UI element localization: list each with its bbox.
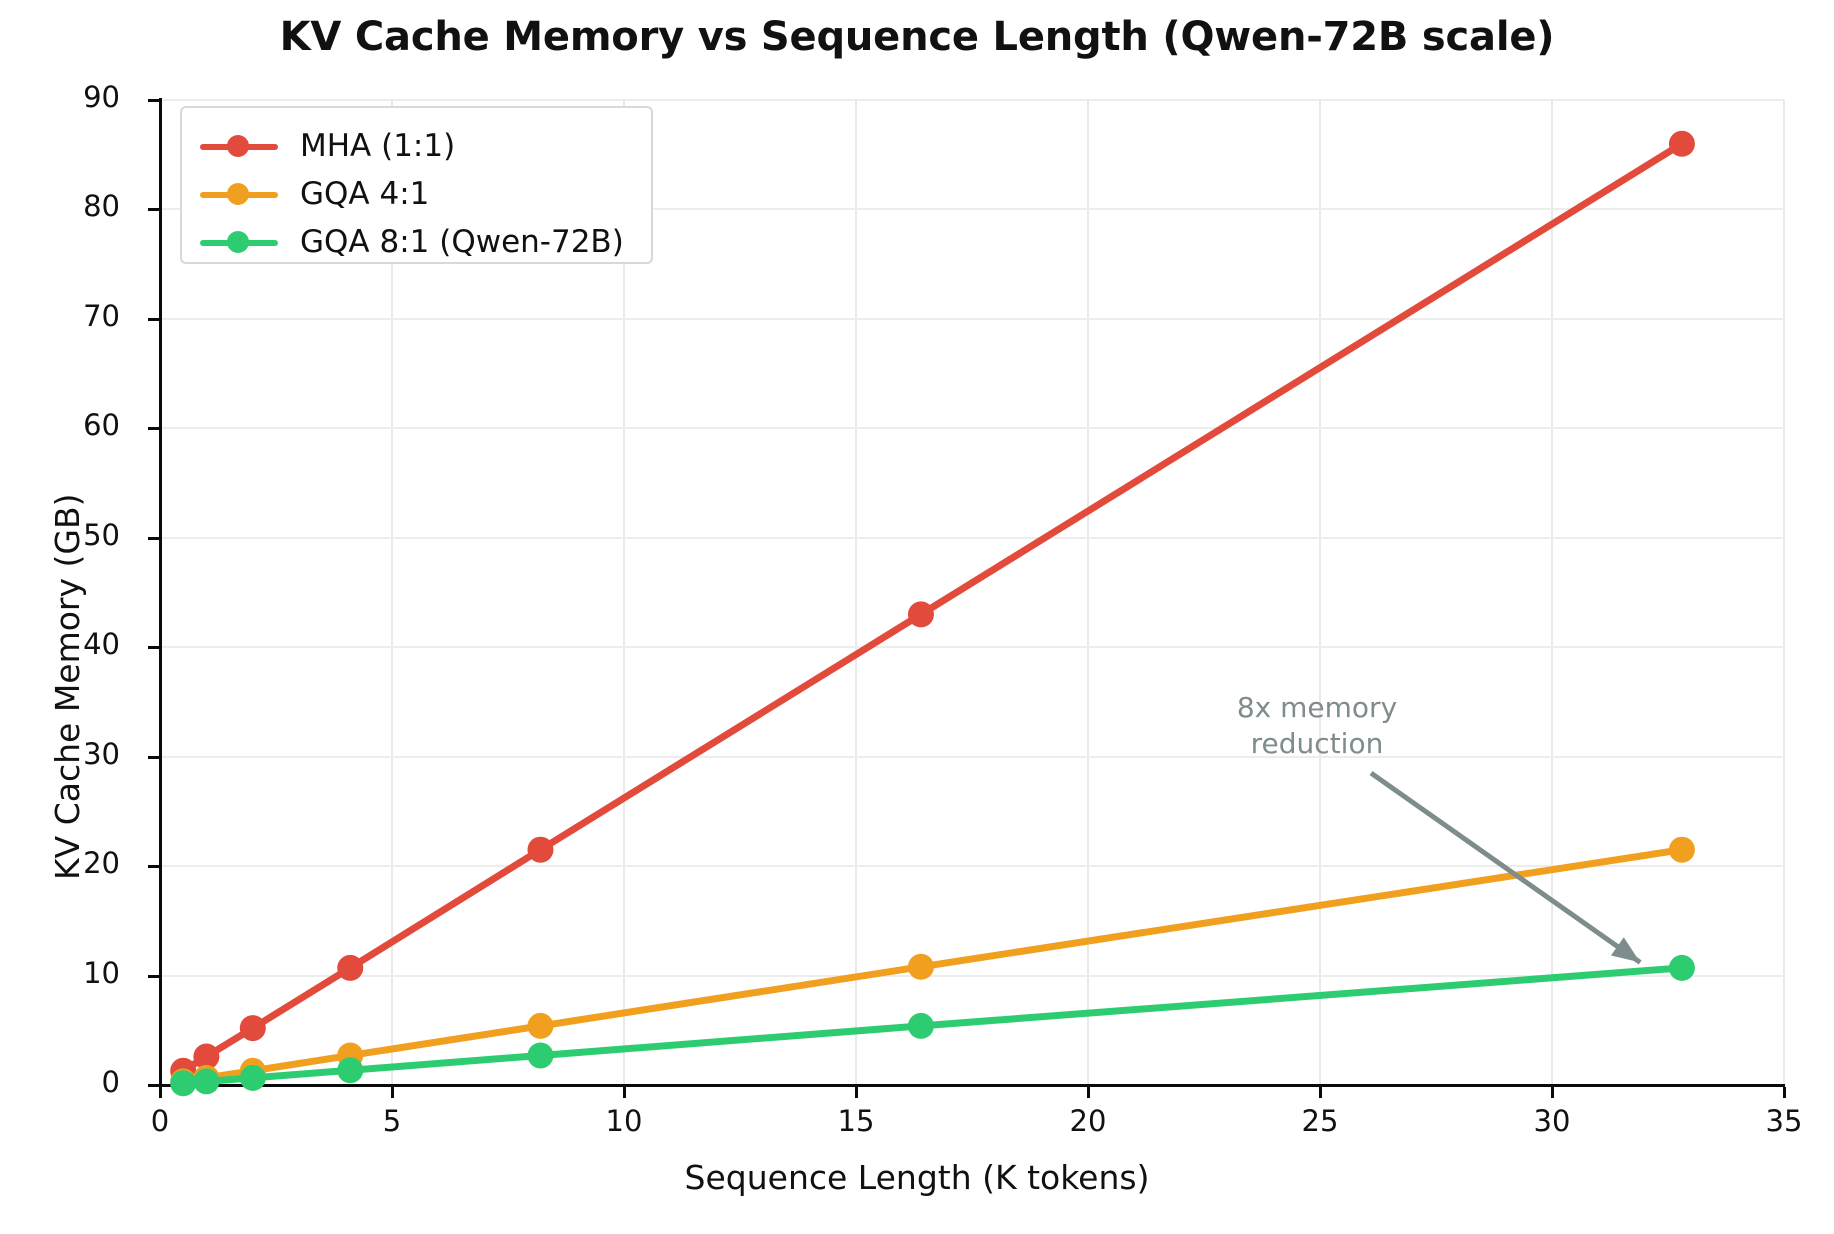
y-tick-label: 80: [83, 189, 120, 224]
gridline-horizontal: [160, 317, 1784, 320]
legend-item-2[interactable]: GQA 4:1: [200, 172, 633, 216]
y-tick-mark: [148, 865, 159, 869]
x-tick-label: 10: [605, 1104, 643, 1138]
y-tick-mark: [148, 755, 159, 759]
x-tick-mark: [391, 1087, 394, 1098]
legend-swatch-icon: [200, 135, 278, 157]
data-point-marker: [193, 1068, 220, 1095]
gridline-horizontal: [160, 646, 1784, 649]
x-tick-mark: [1551, 1087, 1554, 1098]
gridline-vertical: [1087, 100, 1089, 1085]
y-tick-label: 40: [83, 627, 120, 662]
gridline-vertical: [623, 100, 625, 1085]
y-axis-title: KV Cache Memory (GB): [48, 493, 87, 880]
legend-item-1[interactable]: MHA (1:1): [200, 124, 633, 168]
x-tick-mark: [159, 1087, 162, 1098]
x-tick-label: 15: [837, 1104, 875, 1138]
y-tick-label: 50: [83, 517, 120, 552]
x-tick-label: 20: [1069, 1104, 1107, 1138]
data-point-marker: [193, 1043, 220, 1070]
gridline-vertical: [391, 100, 393, 1085]
y-tick-label: 0: [101, 1065, 120, 1099]
y-tick-mark: [148, 427, 159, 431]
gridline-vertical: [1783, 100, 1785, 1085]
legend-label: MHA (1:1): [300, 128, 456, 164]
annotation-8x-memory-reduction: 8x memory reduction: [1192, 690, 1442, 762]
series-line: [179, 140, 1686, 1075]
data-point-marker: [337, 1057, 364, 1084]
gridline-horizontal: [160, 208, 1784, 211]
gridline-horizontal: [160, 974, 1784, 977]
series-1: [170, 130, 1695, 1084]
gridline-horizontal: [160, 865, 1784, 868]
data-point-marker: [1668, 130, 1695, 157]
gridline-vertical: [1551, 100, 1553, 1085]
x-tick-mark: [1783, 1087, 1786, 1098]
y-tick-mark: [148, 99, 159, 102]
x-tick-label: 5: [382, 1104, 402, 1138]
data-point-marker: [239, 1015, 266, 1042]
x-tick-mark: [1087, 1087, 1090, 1098]
y-tick-label: 10: [83, 955, 120, 990]
data-point-marker: [527, 1042, 554, 1069]
chart-title: KV Cache Memory vs Sequence Length (Qwen…: [279, 14, 1555, 60]
annotation-arrow-line: [1369, 771, 1642, 965]
legend-dot-icon: [227, 231, 249, 253]
data-point-marker: [527, 1012, 554, 1039]
x-tick-label: 35: [1765, 1104, 1803, 1138]
y-axis-line: [159, 98, 162, 1087]
x-axis-line: [159, 1084, 1785, 1087]
data-point-marker: [1668, 836, 1695, 863]
y-tick-mark: [148, 1084, 159, 1087]
x-tick-label: 30: [1533, 1104, 1571, 1138]
gridline-vertical: [855, 100, 857, 1085]
legend-label: GQA 8:1 (Qwen-72B): [300, 224, 624, 260]
y-tick-label: 90: [83, 80, 120, 114]
annotation-arrow-head: [1610, 937, 1641, 963]
legend-swatch-icon: [200, 183, 278, 205]
gridline-horizontal: [160, 536, 1784, 539]
legend-item-3[interactable]: GQA 8:1 (Qwen-72B): [200, 220, 633, 264]
gridline-vertical: [1319, 100, 1321, 1085]
x-axis-title: Sequence Length (K tokens): [684, 1158, 1150, 1197]
annotation-arrow: [1369, 771, 1642, 965]
data-point-marker: [907, 953, 934, 980]
y-tick-mark: [148, 974, 159, 978]
annotation-line-2: reduction: [1250, 726, 1384, 760]
y-tick-label: 30: [83, 736, 120, 771]
data-point-marker: [170, 1070, 197, 1097]
x-tick-mark: [623, 1087, 626, 1098]
y-tick-mark: [148, 646, 159, 650]
series-3: [170, 954, 1695, 1097]
annotation-line-1: 8x memory: [1236, 691, 1398, 724]
y-tick-mark: [148, 317, 159, 321]
y-tick-label: 20: [83, 846, 120, 881]
legend-dot-icon: [227, 183, 249, 205]
data-point-marker: [1668, 954, 1695, 981]
legend-swatch-icon: [200, 231, 278, 253]
legend-label: GQA 4:1: [300, 176, 430, 212]
x-tick-label: 0: [150, 1104, 170, 1138]
y-tick-label: 60: [83, 408, 120, 443]
data-point-marker: [527, 836, 554, 863]
gridline-horizontal: [160, 427, 1784, 430]
data-point-marker: [907, 601, 934, 628]
legend-dot-icon: [227, 135, 249, 157]
y-tick-label: 70: [83, 298, 120, 333]
gridline-horizontal: [160, 99, 1784, 101]
y-tick-mark: [148, 208, 159, 212]
y-tick-mark: [148, 536, 159, 540]
x-tick-mark: [855, 1087, 858, 1098]
x-tick-mark: [1319, 1087, 1322, 1098]
data-point-marker: [239, 1064, 266, 1091]
legend: MHA (1:1) GQA 4:1 GQA 8:1 (Qwen-72B): [180, 106, 653, 264]
data-point-marker: [337, 954, 364, 981]
series-2: [170, 836, 1695, 1095]
x-tick-label: 25: [1301, 1104, 1339, 1138]
data-point-marker: [907, 1012, 934, 1039]
gridline-horizontal: [160, 755, 1784, 758]
